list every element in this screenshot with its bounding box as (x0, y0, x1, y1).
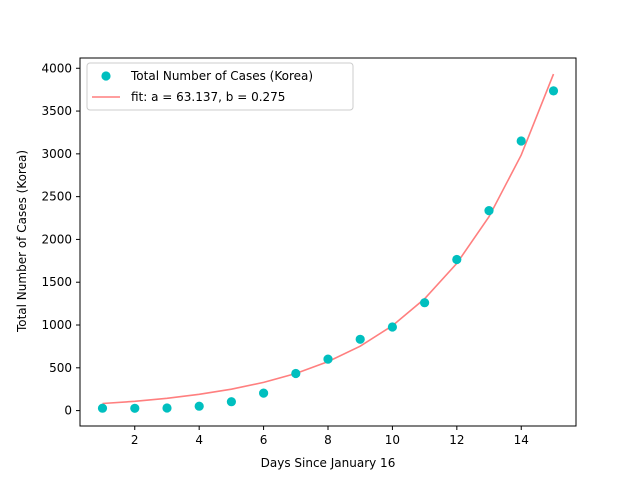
x-axis-label: Days Since January 16 (261, 456, 396, 470)
x-tick-label: 4 (195, 433, 203, 447)
data-point (323, 354, 333, 364)
data-point (452, 254, 462, 265)
legend-marker-swatch (101, 71, 111, 81)
x-tick-label: 14 (514, 433, 529, 447)
legend-entry-label: fit: a = 63.137, b = 0.275 (131, 90, 285, 104)
legend-entry-label: Total Number of Cases (Korea) (130, 69, 313, 83)
y-tick-label: 2500 (41, 190, 72, 204)
data-point (97, 403, 108, 413)
data-point (130, 403, 140, 413)
data-point (387, 322, 397, 332)
data-point (226, 397, 236, 407)
data-point (484, 206, 494, 216)
x-tick-label: 6 (260, 433, 268, 447)
axes-layer: 2 4 6 8 10 12 14 0 500 1000 1500 2000 2500 3000 3500 40… (41, 57, 577, 447)
x-tick-label: 2 (131, 433, 139, 447)
x-tick-label: 12 (449, 433, 464, 447)
data-point (420, 298, 430, 308)
y-tick-label: 0 (64, 404, 72, 418)
y-tick-label: 3500 (41, 104, 72, 118)
y-tick-label: 500 (49, 361, 72, 375)
legend-box (86, 62, 354, 111)
y-axis-label: Total Number of Cases (Korea) (15, 150, 29, 333)
data-point (162, 403, 172, 413)
data-point (291, 368, 301, 379)
y-tick-label: 1000 (41, 318, 72, 332)
y-tick-label: 3000 (41, 147, 72, 161)
data-point (516, 136, 526, 146)
y-tick-label: 1500 (41, 275, 72, 289)
data-point (259, 388, 269, 398)
y-tick-label: 2000 (41, 232, 72, 246)
y-tick-label: 4000 (41, 61, 72, 75)
legend: Total Number of Cases (Korea) fit: a = 63… (86, 62, 354, 111)
x-tick-label: 8 (324, 433, 332, 447)
x-tick-label: 10 (385, 433, 400, 447)
data-point (355, 334, 365, 344)
scatter-points-layer (97, 86, 559, 413)
data-point (194, 401, 204, 411)
data-point (548, 86, 559, 96)
